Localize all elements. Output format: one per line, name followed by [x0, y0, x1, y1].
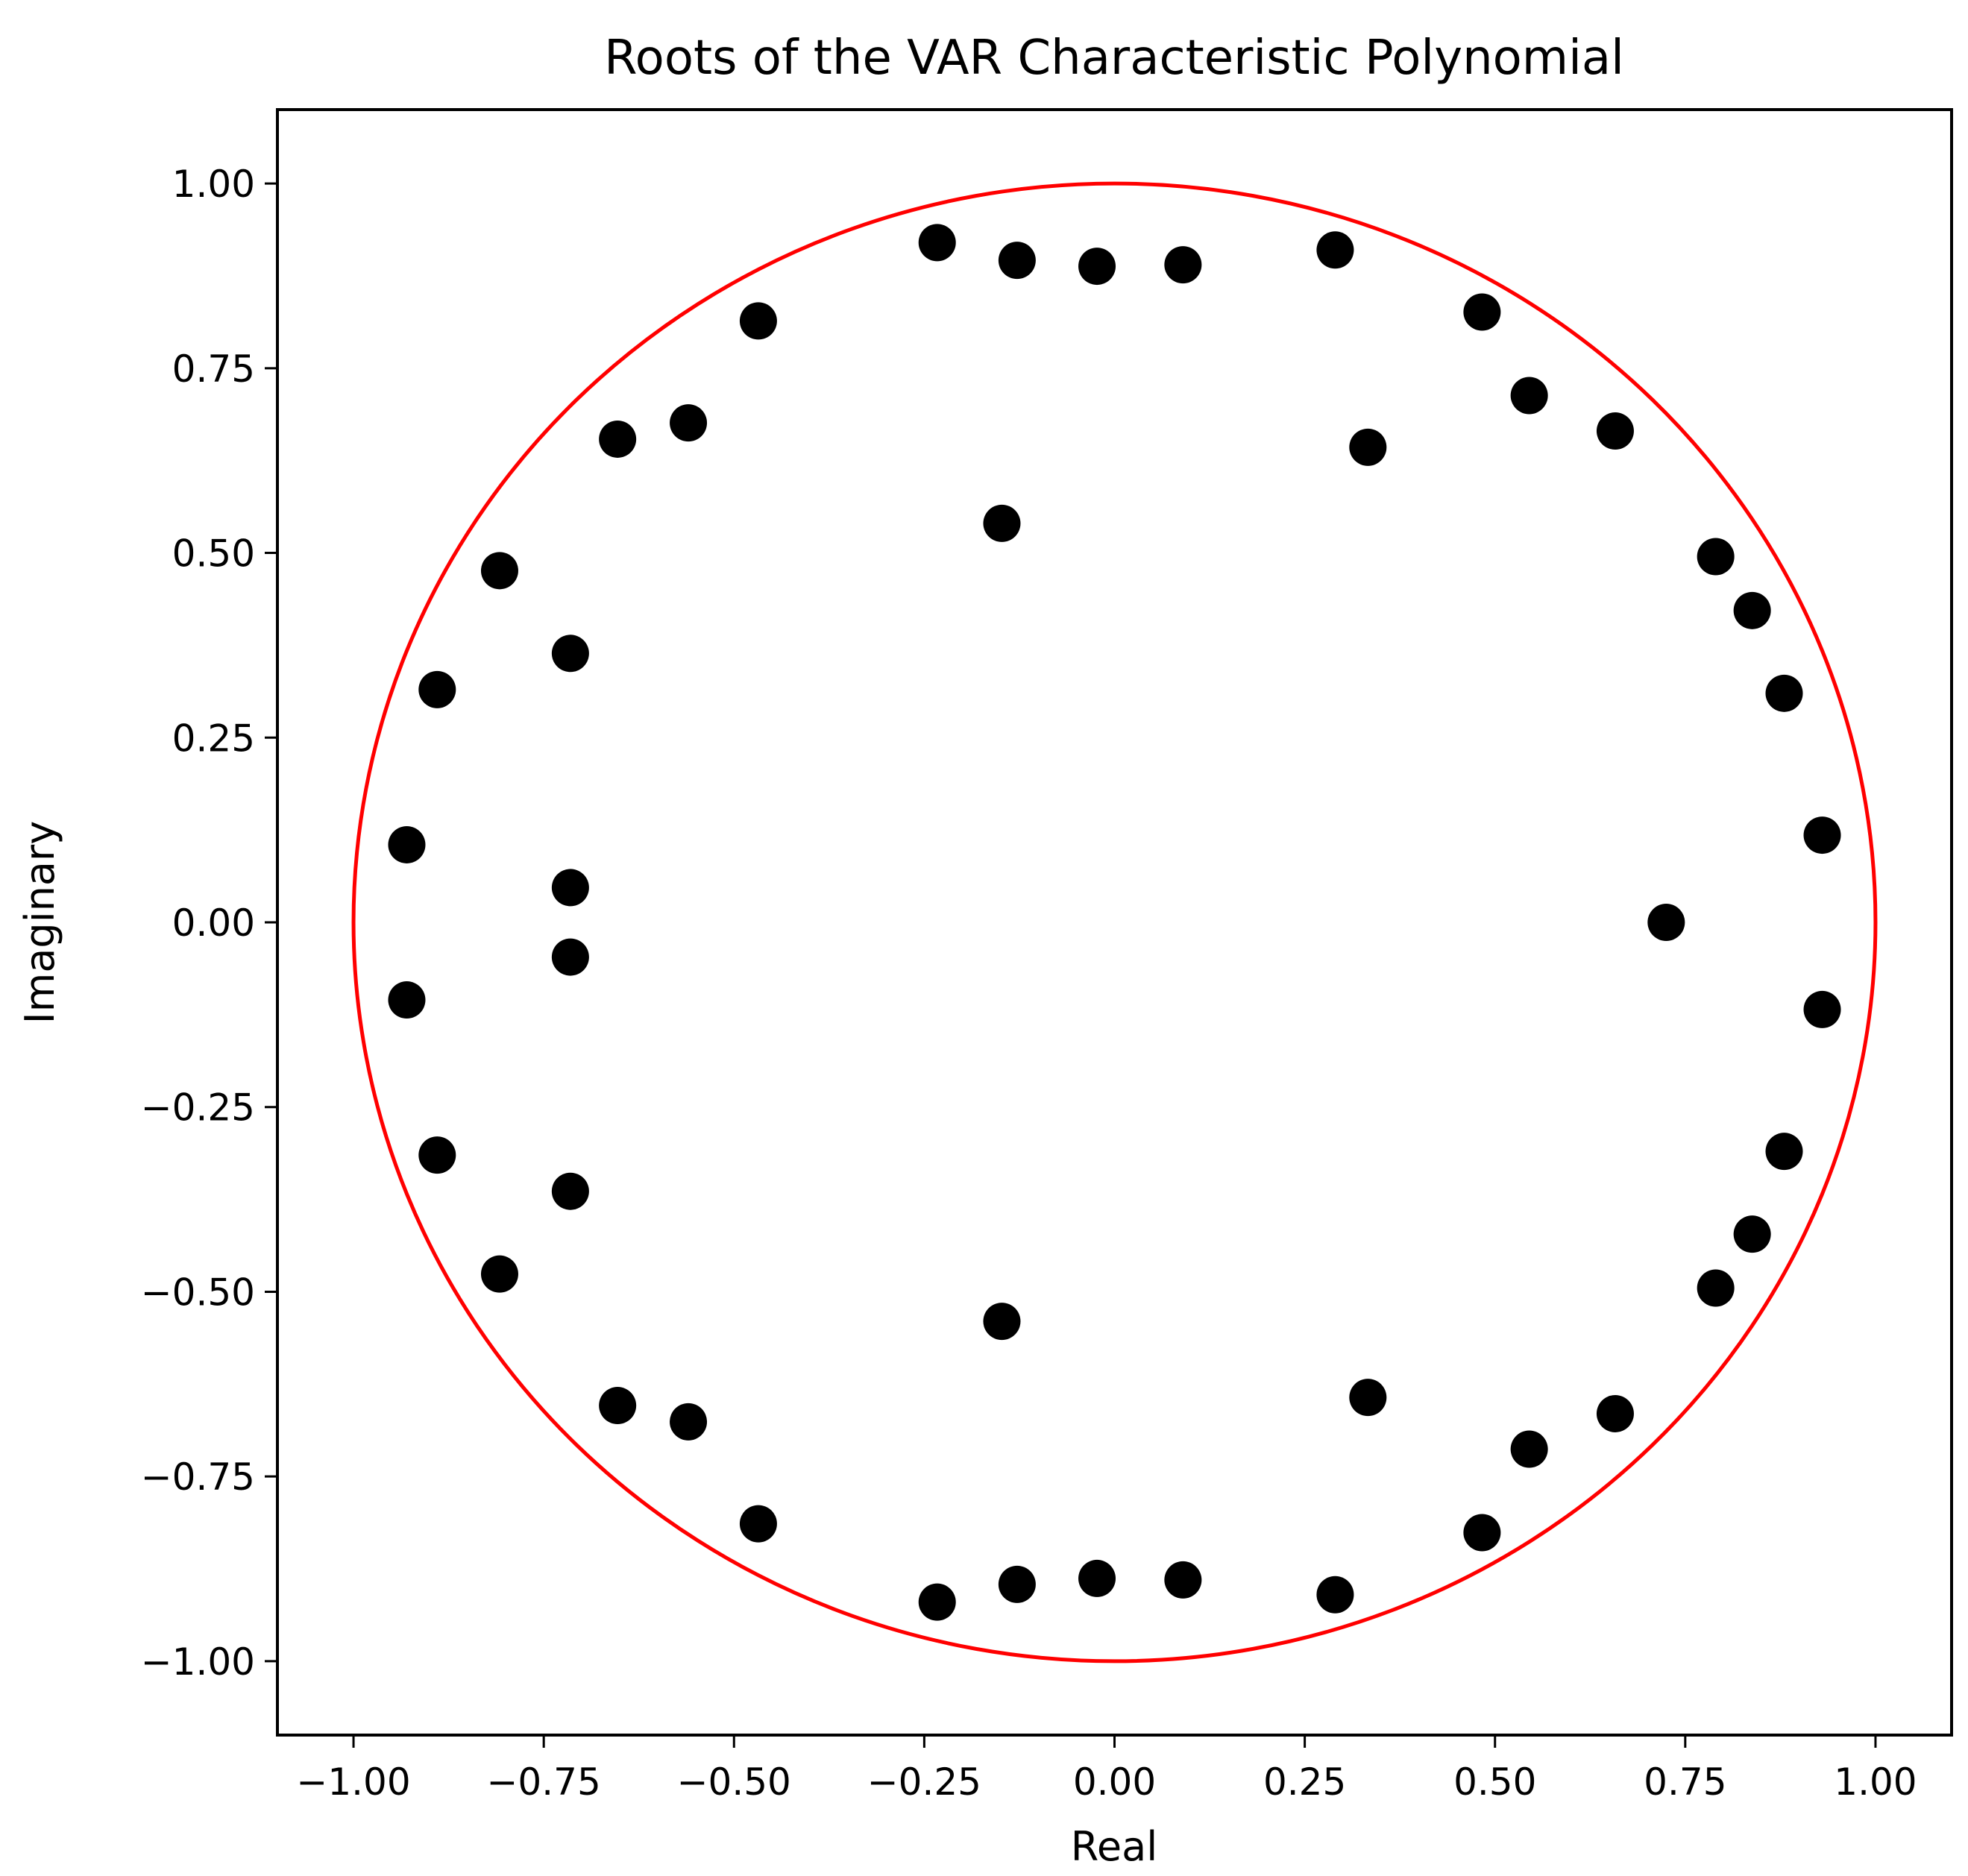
y-tick-label: −0.50 [141, 1271, 255, 1314]
root-point-17 [670, 1403, 708, 1441]
y-tick-label: 0.75 [172, 347, 255, 391]
root-point-21 [1596, 1394, 1634, 1432]
x-tick-label: 0.00 [1073, 1760, 1156, 1804]
root-point-32 [551, 635, 589, 673]
root-point-20 [1596, 412, 1634, 450]
root-point-9 [1316, 1576, 1354, 1614]
x-tick-label: 1.00 [1834, 1760, 1917, 1804]
root-point-33 [551, 1172, 589, 1210]
root-point-35 [418, 1136, 456, 1174]
x-axis-label: Real [1071, 1823, 1157, 1870]
root-point-41 [1803, 990, 1841, 1028]
root-point-30 [1733, 591, 1771, 629]
root-point-28 [1697, 538, 1735, 576]
root-point-44 [1647, 904, 1685, 941]
root-point-8 [1316, 231, 1354, 269]
y-tick-label: −0.75 [141, 1455, 255, 1499]
plot-frame [276, 108, 1953, 1737]
x-tick-label: −0.50 [677, 1760, 791, 1804]
root-point-5 [1078, 1559, 1116, 1597]
y-axis: 1.00 0.75 0.50 0.25 0.00 −0.25 −0.50 −0.75 −1.00 [141, 163, 277, 1684]
root-point-15 [599, 1387, 637, 1425]
y-tick-label: 1.00 [172, 163, 255, 206]
root-point-10 [739, 302, 777, 340]
root-point-26 [480, 552, 518, 590]
chart-title: Roots of the VAR Characteristic Polynomi… [604, 31, 1624, 86]
root-point-27 [480, 1255, 518, 1293]
root-point-40 [1803, 816, 1841, 854]
unit-circle [351, 181, 1878, 1663]
root-point-39 [388, 981, 426, 1019]
root-point-24 [983, 504, 1021, 542]
root-point-19 [1510, 1430, 1548, 1468]
x-tick-label: 0.25 [1263, 1760, 1346, 1804]
x-tick-label: 0.50 [1453, 1760, 1536, 1804]
x-tick-label: −0.75 [487, 1760, 601, 1804]
root-point-11 [739, 1505, 777, 1543]
root-point-16 [670, 404, 708, 442]
y-tick-label: 0.25 [172, 717, 255, 760]
x-tick-label: −0.25 [867, 1760, 981, 1804]
root-point-3 [998, 1565, 1036, 1603]
root-point-34 [418, 670, 456, 708]
root-point-29 [1697, 1269, 1735, 1307]
x-axis: −1.00 −0.75 −0.50 −0.25 0.00 0.25 0.50 0.75 1.00 [296, 1735, 1917, 1804]
root-point-1 [918, 1583, 956, 1621]
root-point-0 [918, 224, 956, 262]
root-point-38 [388, 825, 426, 863]
root-point-18 [1510, 377, 1548, 415]
root-point-37 [1765, 1133, 1803, 1171]
root-point-43 [551, 938, 589, 976]
y-tick-label: 0.00 [172, 901, 255, 945]
y-tick-label: −1.00 [141, 1640, 255, 1684]
y-tick-label: 0.50 [172, 532, 255, 576]
root-point-36 [1765, 674, 1803, 712]
root-point-22 [1349, 428, 1387, 466]
x-tick-label: −1.00 [296, 1760, 410, 1804]
root-point-14 [599, 420, 637, 458]
root-point-4 [1078, 248, 1116, 286]
plot-area [351, 181, 1878, 1663]
root-point-2 [998, 242, 1036, 280]
y-tick-label: −0.25 [141, 1086, 255, 1130]
root-point-23 [1349, 1379, 1387, 1417]
root-point-31 [1733, 1215, 1771, 1253]
root-point-42 [551, 869, 589, 907]
y-axis-label: Imaginary [16, 821, 63, 1024]
root-point-7 [1164, 1561, 1202, 1599]
root-point-25 [983, 1303, 1021, 1341]
root-point-13 [1463, 1514, 1501, 1552]
root-point-12 [1463, 293, 1501, 331]
root-point-6 [1164, 246, 1202, 284]
x-tick-label: 0.75 [1644, 1760, 1726, 1804]
